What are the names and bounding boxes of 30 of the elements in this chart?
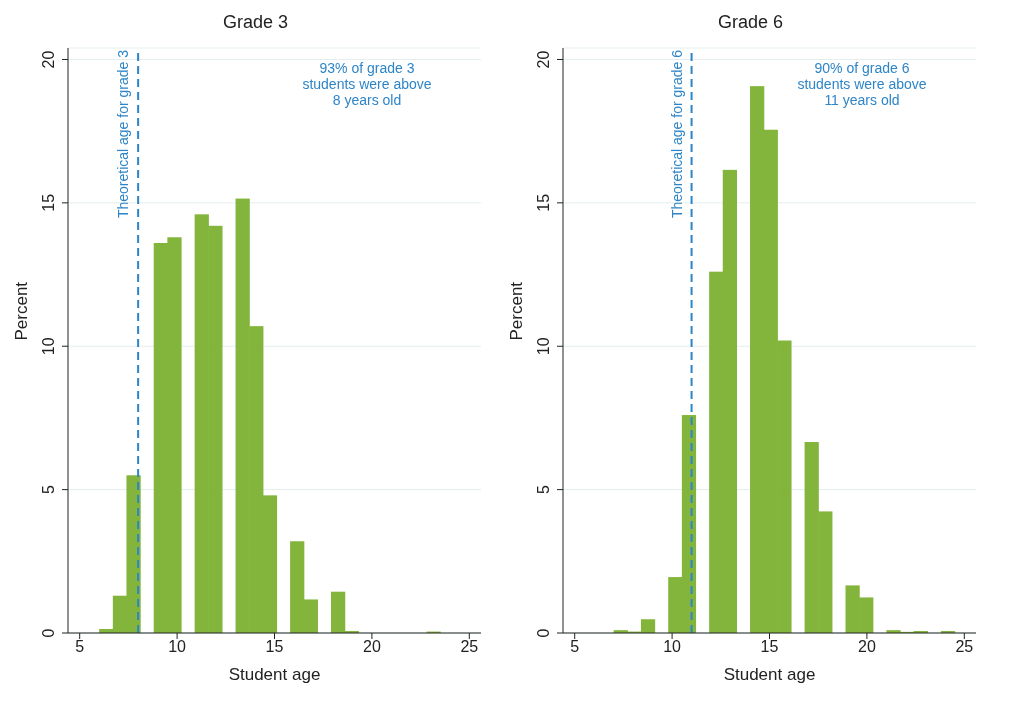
x-tick-label: 20 [858, 638, 876, 656]
x-tick-label: 10 [168, 638, 187, 656]
x-tick-label: 5 [570, 638, 580, 656]
y-tick-label: 5 [535, 485, 552, 495]
chart-title: Grade 6 [716, 12, 784, 33]
x-tick-label: 15 [265, 638, 284, 656]
y-tick-label: 15 [40, 193, 57, 212]
x-tick-label: 10 [663, 638, 682, 656]
y-tick-label: 5 [40, 485, 57, 495]
ref-line-label: Theoretical age for grade 3 [115, 49, 132, 219]
y-tick-label: 0 [40, 628, 57, 638]
x-tick-label: 15 [760, 638, 779, 656]
y-axis-title: Percent [507, 281, 527, 341]
y-tick-label: 10 [535, 337, 552, 356]
x-axis-title: Student age [228, 665, 321, 684]
x-tick-label: 20 [363, 638, 381, 656]
y-axis-title: Percent [12, 281, 32, 341]
y-tick-label: 15 [535, 193, 552, 212]
x-tick-label: 5 [75, 638, 85, 656]
y-tick-label: 0 [535, 628, 552, 638]
x-axis-title: Student age [723, 665, 816, 684]
y-tick-label: 20 [40, 50, 57, 69]
ref-line-label: Theoretical age for grade 6 [668, 49, 685, 219]
x-tick-label: 25 [955, 638, 974, 656]
y-tick-label: 10 [40, 337, 57, 356]
y-tick-label: 20 [535, 50, 552, 69]
x-tick-label: 25 [460, 638, 479, 656]
annotation: 93% of grade 3 students were above 8 years old [301, 60, 433, 109]
chart-title: Grade 3 [221, 12, 289, 33]
annotation: 90% of grade 6 students were above 11 years old [796, 60, 928, 109]
